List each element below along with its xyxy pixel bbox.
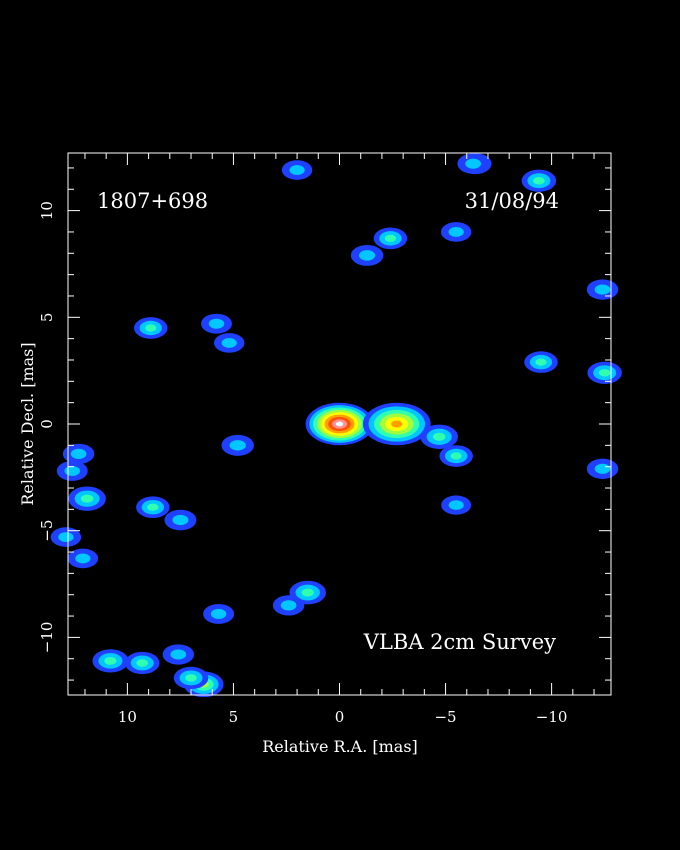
y-tick-label: 10 — [38, 201, 56, 220]
source-name-label: 1807+698 — [97, 189, 208, 213]
emission-component — [586, 458, 619, 479]
contour-level — [594, 463, 611, 474]
contour-level — [448, 227, 464, 237]
contour-level — [391, 420, 403, 428]
emission-component — [173, 666, 209, 690]
emission-component — [200, 313, 232, 334]
emission-component — [50, 527, 82, 547]
contour-level — [594, 284, 611, 295]
x-tick-label: 0 — [335, 708, 345, 726]
contour-level — [172, 514, 189, 526]
emission-component — [136, 496, 170, 519]
emission-component — [281, 160, 313, 180]
y-tick-label: −10 — [38, 622, 56, 654]
emission-component — [524, 351, 558, 373]
y-tick-label: 5 — [38, 313, 56, 323]
emission-component — [586, 279, 619, 300]
x-tick-label: 10 — [118, 708, 137, 726]
y-tick-label: 0 — [38, 419, 56, 429]
contour-level — [229, 440, 246, 451]
contour-level — [210, 608, 227, 619]
emission-component — [92, 649, 129, 673]
emission-component — [162, 644, 195, 665]
emission-component — [203, 603, 235, 624]
contour-level — [64, 465, 80, 476]
contour-level — [335, 421, 344, 427]
emission-component — [67, 548, 99, 569]
contour-level — [301, 588, 314, 597]
intensity-image — [50, 153, 622, 698]
contour-level — [70, 448, 87, 459]
emission-component — [221, 434, 254, 456]
emission-component — [164, 509, 197, 531]
emission-component — [350, 244, 384, 266]
emission-component — [587, 361, 622, 384]
emission-component — [439, 445, 473, 467]
emission-component — [68, 486, 106, 511]
x-tick-label: −5 — [434, 708, 456, 726]
contour-level — [384, 234, 396, 242]
contour-level — [208, 318, 225, 329]
emission-component — [124, 651, 160, 675]
observation-date-label: 31/08/94 — [465, 189, 559, 213]
contour-level — [432, 432, 446, 441]
axis-ticks — [68, 153, 611, 695]
emission-component — [62, 443, 95, 465]
contour-level — [280, 600, 297, 611]
emission-component — [440, 222, 472, 242]
contour-level — [145, 324, 157, 332]
contour-level — [221, 338, 237, 348]
emission-component — [441, 495, 472, 515]
contour-level — [136, 659, 148, 667]
survey-label: VLBA 2cm Survey — [363, 630, 556, 654]
emission-component — [133, 317, 168, 339]
contour-level — [75, 553, 91, 564]
contour-level — [535, 358, 547, 366]
contour-level — [358, 250, 376, 261]
contour-level — [58, 532, 74, 542]
emission-component — [272, 595, 305, 616]
emission-component — [362, 402, 431, 446]
contour-level — [104, 656, 117, 665]
contour-level — [533, 177, 545, 185]
contour-level — [465, 158, 481, 169]
x-tick-label: 5 — [229, 708, 239, 726]
tick-labels: 10 5 0 −5 −10 10 5 0 −5 −10 — [38, 201, 567, 726]
contour-level — [598, 369, 611, 377]
x-axis-title: Relative R.A. [mas] — [262, 737, 418, 756]
emission-component — [457, 153, 489, 174]
emission-component — [305, 402, 374, 446]
contour-level — [170, 649, 187, 660]
emission-component — [420, 424, 458, 449]
contour-level — [147, 503, 159, 511]
contour-level — [450, 452, 462, 460]
emission-component — [521, 169, 557, 192]
contour-level — [80, 494, 94, 503]
y-tick-label: −5 — [38, 520, 56, 542]
emission-component — [213, 333, 245, 353]
contour-level — [289, 165, 305, 175]
contour-level — [448, 500, 464, 510]
emission-component — [373, 227, 408, 250]
y-axis-title: Relative Decl. [mas] — [18, 342, 37, 505]
contour-level — [185, 674, 197, 682]
emission-component — [56, 460, 88, 481]
x-tick-label: −10 — [536, 708, 568, 726]
